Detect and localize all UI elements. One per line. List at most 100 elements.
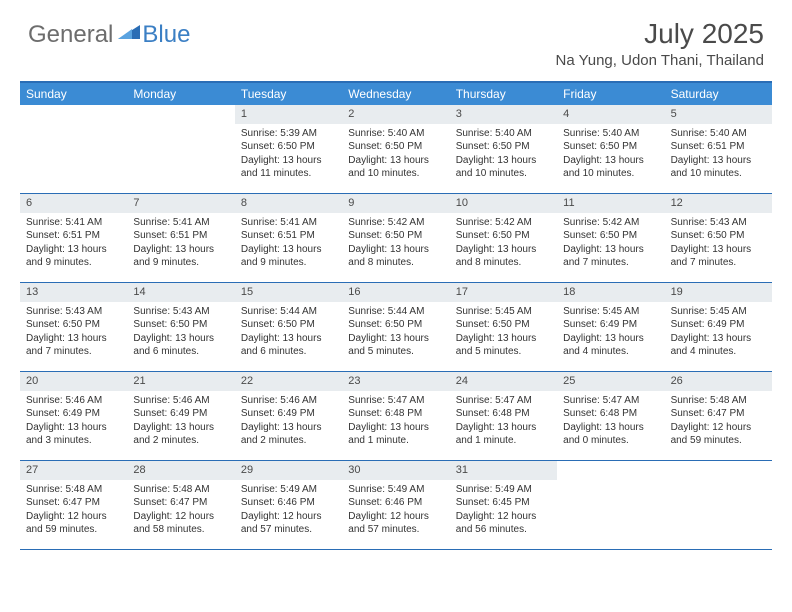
sunset-text: Sunset: 6:51 PM xyxy=(26,229,121,243)
day-details: Sunrise: 5:42 AMSunset: 6:50 PMDaylight:… xyxy=(454,216,553,270)
daylight-text: Daylight: 13 hours and 7 minutes. xyxy=(26,332,121,359)
sunset-text: Sunset: 6:50 PM xyxy=(671,229,766,243)
day-number: 24 xyxy=(450,372,557,391)
sunset-text: Sunset: 6:50 PM xyxy=(26,318,121,332)
day-cell xyxy=(20,105,127,193)
day-details: Sunrise: 5:48 AMSunset: 6:47 PMDaylight:… xyxy=(24,483,123,537)
sunset-text: Sunset: 6:50 PM xyxy=(348,318,443,332)
sunrise-text: Sunrise: 5:40 AM xyxy=(348,127,443,141)
daylight-text: Daylight: 13 hours and 7 minutes. xyxy=(563,243,658,270)
day-number: 9 xyxy=(342,194,449,213)
sunset-text: Sunset: 6:51 PM xyxy=(133,229,228,243)
sunrise-text: Sunrise: 5:45 AM xyxy=(563,305,658,319)
sunset-text: Sunset: 6:51 PM xyxy=(671,140,766,154)
daylight-text: Daylight: 12 hours and 56 minutes. xyxy=(456,510,551,537)
week-row: 1Sunrise: 5:39 AMSunset: 6:50 PMDaylight… xyxy=(20,105,772,194)
daylight-text: Daylight: 13 hours and 10 minutes. xyxy=(671,154,766,181)
daylight-text: Daylight: 13 hours and 9 minutes. xyxy=(26,243,121,270)
week-row: 27Sunrise: 5:48 AMSunset: 6:47 PMDayligh… xyxy=(20,461,772,550)
daylight-text: Daylight: 13 hours and 5 minutes. xyxy=(456,332,551,359)
sunset-text: Sunset: 6:50 PM xyxy=(241,318,336,332)
day-cell: 4Sunrise: 5:40 AMSunset: 6:50 PMDaylight… xyxy=(557,105,664,193)
week-row: 6Sunrise: 5:41 AMSunset: 6:51 PMDaylight… xyxy=(20,194,772,283)
daylight-text: Daylight: 13 hours and 10 minutes. xyxy=(563,154,658,181)
sunset-text: Sunset: 6:51 PM xyxy=(241,229,336,243)
day-cell: 15 Sunrise: 5:44 AMSunset: 6:50 PMDayligh… xyxy=(235,283,342,371)
day-number: 27 xyxy=(20,461,127,480)
day-number xyxy=(127,105,234,124)
day-cell: 5 Sunrise: 5:40 AMSunset: 6:51 PMDaylight… xyxy=(665,105,772,193)
sunset-text: Sunset: 6:48 PM xyxy=(456,407,551,421)
day-cell: 17Sunrise: 5:45 AMSunset: 6:50 PMDayligh… xyxy=(450,283,557,371)
header: General Blue July 2025 Na Yung, Udon Tha… xyxy=(0,0,792,75)
day-cell: 26Sunrise: 5:48 AMSunset: 6:47 PMDayligh… xyxy=(665,372,772,460)
day-number xyxy=(20,105,127,124)
day-number: 13 xyxy=(20,283,127,302)
day-details: Sunrise: 5:40 AMSunset: 6:50 PMDaylight:… xyxy=(561,127,660,181)
weekday-header-row: SundayMondayTuesdayWednesdayThursdayFrid… xyxy=(20,83,772,105)
sunset-text: Sunset: 6:45 PM xyxy=(456,496,551,510)
sunrise-text: Sunrise: 5:41 AM xyxy=(26,216,121,230)
sunset-text: Sunset: 6:50 PM xyxy=(563,140,658,154)
sunrise-text: Sunrise: 5:47 AM xyxy=(348,394,443,408)
daylight-text: Daylight: 12 hours and 57 minutes. xyxy=(241,510,336,537)
day-number: 29 xyxy=(235,461,342,480)
logo-triangle-icon xyxy=(118,18,140,46)
day-number xyxy=(665,461,772,480)
daylight-text: Daylight: 13 hours and 9 minutes. xyxy=(241,243,336,270)
day-number: 7 xyxy=(127,194,234,213)
day-number: 15 xyxy=(235,283,342,302)
day-cell: 10Sunrise: 5:42 AMSunset: 6:50 PMDayligh… xyxy=(450,194,557,282)
day-details: Sunrise: 5:49 AMSunset: 6:46 PMDaylight:… xyxy=(239,483,338,537)
calendar-body: 1Sunrise: 5:39 AMSunset: 6:50 PMDaylight… xyxy=(20,105,772,550)
day-details: Sunrise: 5:47 AMSunset: 6:48 PMDaylight:… xyxy=(454,394,553,448)
calendar: SundayMondayTuesdayWednesdayThursdayFrid… xyxy=(20,81,772,550)
sunset-text: Sunset: 6:50 PM xyxy=(456,229,551,243)
sunset-text: Sunset: 6:49 PM xyxy=(671,318,766,332)
day-cell: 2 Sunrise: 5:40 AMSunset: 6:50 PMDaylight… xyxy=(342,105,449,193)
sunrise-text: Sunrise: 5:40 AM xyxy=(563,127,658,141)
day-cell: 23Sunrise: 5:47 AMSunset: 6:48 PMDayligh… xyxy=(342,372,449,460)
location-text: Na Yung, Udon Thani, Thailand xyxy=(556,52,765,69)
weekday-header: Thursday xyxy=(450,83,557,105)
day-number: 2 xyxy=(342,105,449,124)
day-cell: 21Sunrise: 5:46 AMSunset: 6:49 PMDayligh… xyxy=(127,372,234,460)
sunrise-text: Sunrise: 5:44 AM xyxy=(241,305,336,319)
sunset-text: Sunset: 6:47 PM xyxy=(133,496,228,510)
sunrise-text: Sunrise: 5:49 AM xyxy=(456,483,551,497)
day-details: Sunrise: 5:49 AMSunset: 6:45 PMDaylight:… xyxy=(454,483,553,537)
day-cell: 31 Sunrise: 5:49 AMSunset: 6:45 PMDayligh… xyxy=(450,461,557,549)
week-row: 20Sunrise: 5:46 AMSunset: 6:49 PMDayligh… xyxy=(20,372,772,461)
sunrise-text: Sunrise: 5:49 AM xyxy=(241,483,336,497)
sunset-text: Sunset: 6:49 PM xyxy=(26,407,121,421)
sunrise-text: Sunrise: 5:40 AM xyxy=(671,127,766,141)
weekday-header: Friday xyxy=(557,83,664,105)
day-cell: 3Sunrise: 5:40 AMSunset: 6:50 PMDaylight… xyxy=(450,105,557,193)
daylight-text: Daylight: 13 hours and 6 minutes. xyxy=(241,332,336,359)
sunset-text: Sunset: 6:48 PM xyxy=(563,407,658,421)
daylight-text: Daylight: 12 hours and 59 minutes. xyxy=(671,421,766,448)
day-details: Sunrise: 5:48 AMSunset: 6:47 PMDaylight:… xyxy=(131,483,230,537)
day-number: 12 xyxy=(665,194,772,213)
day-details: Sunrise: 5:43 AMSunset: 6:50 PMDaylight:… xyxy=(669,216,768,270)
sunrise-text: Sunrise: 5:46 AM xyxy=(241,394,336,408)
day-number: 31 xyxy=(450,461,557,480)
sunset-text: Sunset: 6:47 PM xyxy=(671,407,766,421)
day-details: Sunrise: 5:43 AMSunset: 6:50 PMDaylight:… xyxy=(24,305,123,359)
day-details: Sunrise: 5:39 AMSunset: 6:50 PMDaylight:… xyxy=(239,127,338,181)
day-number: 26 xyxy=(665,372,772,391)
title-block: July 2025 Na Yung, Udon Thani, Thailand xyxy=(556,18,765,69)
day-cell: 8Sunrise: 5:41 AMSunset: 6:51 PMDaylight… xyxy=(235,194,342,282)
sunrise-text: Sunrise: 5:47 AM xyxy=(456,394,551,408)
day-details: Sunrise: 5:47 AMSunset: 6:48 PMDaylight:… xyxy=(561,394,660,448)
day-details: Sunrise: 5:40 AMSunset: 6:51 PMDaylight:… xyxy=(669,127,768,181)
day-details: Sunrise: 5:49 AMSunset: 6:46 PMDaylight:… xyxy=(346,483,445,537)
day-details: Sunrise: 5:40 AMSunset: 6:50 PMDaylight:… xyxy=(346,127,445,181)
sunrise-text: Sunrise: 5:41 AM xyxy=(133,216,228,230)
daylight-text: Daylight: 13 hours and 6 minutes. xyxy=(133,332,228,359)
day-number: 5 xyxy=(665,105,772,124)
week-row: 13 Sunrise: 5:43 AMSunset: 6:50 PMDayligh… xyxy=(20,283,772,372)
day-number: 25 xyxy=(557,372,664,391)
day-number: 17 xyxy=(450,283,557,302)
month-title: July 2025 xyxy=(556,18,765,50)
